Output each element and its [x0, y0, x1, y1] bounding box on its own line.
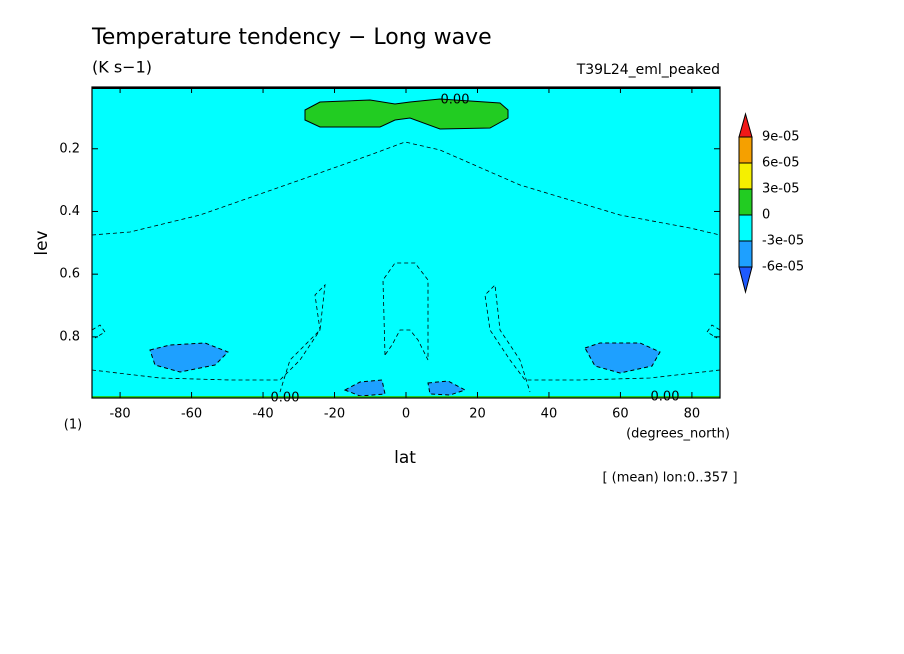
- y-tick-label: 0.8: [59, 329, 80, 344]
- chart-title: Temperature tendency − Long wave: [91, 25, 492, 50]
- contour-line: [91, 283, 326, 393]
- x-tick-label: -40: [252, 407, 273, 422]
- y-tick-label: 0.2: [59, 141, 80, 156]
- y-units: (1): [64, 418, 82, 433]
- colorbar-cap: [738, 112, 753, 138]
- x-tick-label: 40: [541, 407, 558, 422]
- contour-label: 0.00: [441, 93, 470, 108]
- units: (K s−1): [92, 58, 152, 77]
- colorbar-label: 3e-05: [762, 182, 800, 197]
- run-label: T39L24_eml_peaked: [576, 62, 720, 78]
- x-axis-title: lat: [394, 448, 416, 468]
- y-tick-label: 0.4: [59, 204, 80, 219]
- region: [427, 380, 467, 396]
- colorbar-label: 9e-05: [762, 130, 800, 145]
- colorbar-box: [738, 214, 753, 242]
- colorbar-label: -3e-05: [762, 234, 804, 249]
- colorbar-cap: [738, 266, 753, 294]
- region: [584, 342, 661, 374]
- x-tick-label: 60: [612, 407, 629, 422]
- x-tick-label: 20: [469, 407, 486, 422]
- x-tick-label: -20: [324, 407, 345, 422]
- region: [304, 98, 509, 130]
- colorbar-box: [738, 162, 753, 190]
- x-units: (degrees_north): [626, 427, 730, 442]
- colorbar-label: 6e-05: [762, 156, 800, 171]
- colorbar-box: [738, 240, 753, 268]
- colorbar-box: [738, 136, 753, 164]
- region: [149, 342, 229, 373]
- y-tick-label: 0.6: [59, 267, 80, 282]
- footnote: [ (mean) lon:0..357 ]: [602, 471, 737, 486]
- region: [343, 379, 386, 397]
- contour-line: [706, 324, 721, 339]
- contour-line: [382, 262, 429, 361]
- contour-label: 0.00: [651, 390, 680, 405]
- x-tick-label: -60: [181, 407, 202, 422]
- x-tick-label: -80: [109, 407, 130, 422]
- colorbar-box: [738, 188, 753, 216]
- y-axis-title: lev: [32, 230, 52, 255]
- colorbar-label: -6e-05: [762, 260, 804, 275]
- contour-line: [91, 324, 106, 339]
- colorbar-label: 0: [762, 208, 770, 223]
- contour-line: [91, 141, 721, 236]
- x-tick-label: 80: [684, 407, 701, 422]
- x-tick-label: 0: [402, 407, 410, 422]
- plot-area: 0.00 0.00 0.00: [91, 86, 721, 406]
